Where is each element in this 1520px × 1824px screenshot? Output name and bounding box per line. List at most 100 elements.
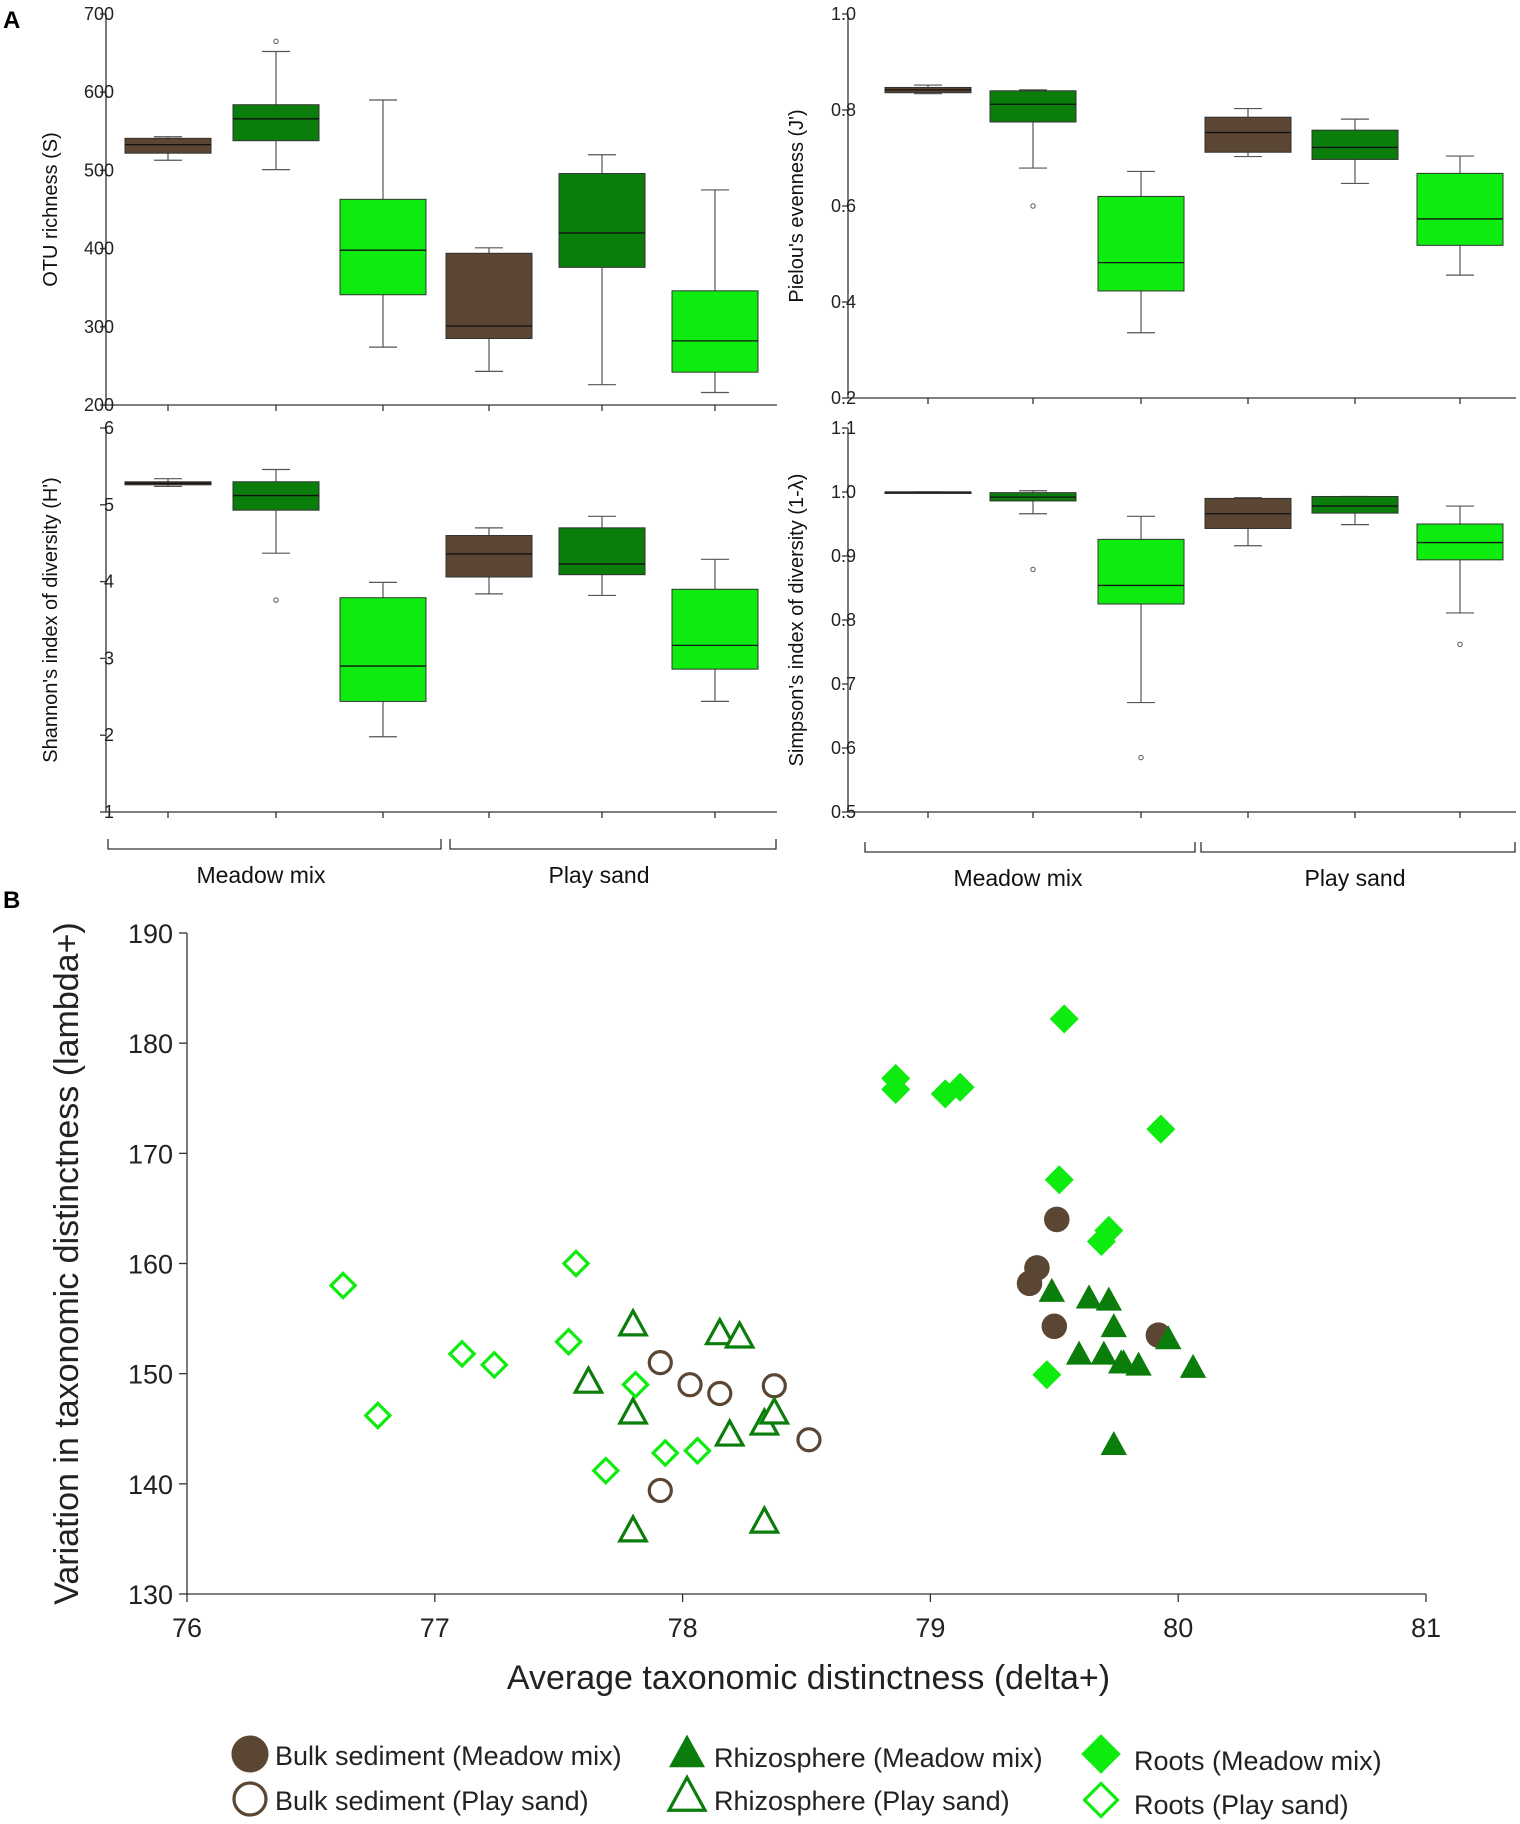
scatter-legend: Bulk sediment (Meadow mix) Bulk sediment … <box>231 1734 1382 1820</box>
box-iqr <box>671 588 759 670</box>
data-point <box>1094 1215 1124 1245</box>
y-tick-label: 0.2 <box>831 388 856 408</box>
data-point <box>1049 1004 1079 1034</box>
y-tick-label: 160 <box>128 1250 173 1280</box>
y-tick-label: 0.7 <box>831 674 856 694</box>
box-iqr <box>1416 172 1504 246</box>
data-point <box>1095 1286 1123 1311</box>
data-point <box>1038 1277 1066 1302</box>
panel-label-b: B <box>3 887 20 914</box>
data-point <box>713 1417 746 1447</box>
data-point <box>647 1350 673 1376</box>
box-iqr <box>558 173 646 268</box>
data-point <box>1090 1340 1118 1365</box>
y-tick-label: 170 <box>128 1139 173 1169</box>
y-tick-label: 700 <box>84 4 114 24</box>
box-rhizosphere-meadow-mix <box>232 468 320 603</box>
box-iqr <box>558 527 646 576</box>
shannon-diversity-boxplot: 1 2 3 4 5 6 Shannon's index of diversity (H') <box>40 418 777 822</box>
group-label-play-sand-left: Play sand <box>548 862 649 888</box>
data-point <box>617 1395 649 1425</box>
y-tick-label: 6 <box>104 418 114 438</box>
data-point <box>479 1350 509 1380</box>
data-point <box>703 1316 736 1346</box>
data-point <box>1125 1351 1152 1376</box>
box-bulk-sediment-play-sand <box>1204 497 1292 547</box>
box-bulk-sediment-meadow-mix <box>884 84 972 95</box>
y-tick-label: 0.8 <box>831 610 856 630</box>
y-tick-label: 150 <box>128 1360 173 1390</box>
x-tick-label: 79 <box>915 1613 945 1643</box>
data-point <box>554 1327 583 1357</box>
box-roots-meadow-mix <box>339 99 427 348</box>
y-axis-label: OTU richness (S) <box>40 132 62 286</box>
outlier-point <box>273 597 279 603</box>
y-tick-label: 1 <box>104 802 114 822</box>
box-iqr <box>989 90 1077 123</box>
legend-marker <box>666 1774 708 1812</box>
box-roots-play-sand <box>671 558 759 703</box>
data-point <box>647 1477 673 1504</box>
box-roots-meadow-mix <box>1097 515 1185 761</box>
bracket-play-sand-right <box>1200 842 1516 853</box>
x-tick-label: 76 <box>172 1613 202 1643</box>
box-roots-play-sand <box>1416 155 1504 276</box>
group-brackets-right: Meadow mix Play sand <box>864 842 1516 891</box>
data-point <box>617 1513 649 1543</box>
data-point <box>677 1372 703 1398</box>
box-iqr <box>124 137 212 154</box>
legend-item-bulk-sediment-meadow-mix: Bulk sediment (Meadow mix) <box>231 1735 622 1773</box>
box-iqr <box>1311 495 1399 514</box>
series-roots-meadow-mix <box>881 1004 1176 1390</box>
simpson-diversity-boxplot: 0.5 0.6 0.7 0.8 0.9 1.0 1.1 Simpson's index of … <box>786 418 1516 822</box>
legend-marker <box>231 1735 269 1773</box>
series-bulk-sediment-play-sand <box>647 1350 822 1504</box>
legend-marker <box>232 1781 268 1817</box>
legend-marker <box>669 1734 705 1768</box>
x-tick-label: 81 <box>1411 1613 1441 1643</box>
box-iqr <box>1097 195 1185 292</box>
group-label-play-sand-right: Play sand <box>1304 865 1405 891</box>
box-bulk-sediment-meadow-mix <box>884 491 972 494</box>
box-rhizosphere-play-sand <box>558 154 646 386</box>
box-roots-play-sand <box>1416 505 1504 648</box>
series-bulk-sediment-meadow-mix <box>1016 1206 1172 1348</box>
y-tick-label: 300 <box>84 317 114 337</box>
group-label-meadow-mix-right: Meadow mix <box>953 865 1083 891</box>
data-point <box>758 1395 791 1425</box>
y-tick-label: 0.6 <box>831 196 856 216</box>
box-iqr <box>339 597 427 702</box>
legend-item-rhizosphere-play-sand: Rhizosphere (Play sand) <box>666 1774 1010 1816</box>
group-brackets-left: Meadow mix Play sand <box>107 839 777 888</box>
y-tick-label: 130 <box>128 1580 173 1610</box>
series-rhizosphere-meadow-mix <box>1038 1277 1207 1455</box>
data-point <box>881 1074 911 1104</box>
legend-item-roots-meadow-mix: Roots (Meadow mix) <box>1081 1734 1382 1776</box>
box-roots-play-sand <box>671 189 759 394</box>
legend-item-roots-play-sand: Roots (Play sand) <box>1082 1781 1349 1820</box>
outlier-point <box>1030 566 1036 573</box>
data-point <box>723 1319 756 1349</box>
box-iqr <box>232 104 320 142</box>
bracket-meadow-mix-left <box>107 839 442 850</box>
y-tick-label: 600 <box>84 82 114 102</box>
box-bulk-sediment-play-sand <box>1204 107 1292 158</box>
data-point <box>707 1380 733 1407</box>
data-point <box>447 1339 477 1369</box>
y-tick-label: 190 <box>128 919 173 949</box>
y-axis-label: Variation in taxonomic distinctness (lam… <box>48 922 86 1605</box>
taxonomic-distinctness-scatter: 130 140 150 160 170 180 190 76 77 78 79 80 81 Average… <box>48 919 1441 1697</box>
data-point <box>1155 1325 1182 1350</box>
data-point <box>945 1072 975 1102</box>
panel-label-a: A <box>3 7 20 34</box>
box-iqr <box>1097 538 1185 605</box>
y-tick-label: 400 <box>84 239 114 259</box>
data-point <box>617 1307 649 1337</box>
box-bulk-sediment-meadow-mix <box>124 136 212 161</box>
box-iqr <box>1204 116 1292 153</box>
legend-label: Rhizosphere (Meadow mix) <box>714 1743 1043 1773</box>
data-point <box>621 1370 650 1400</box>
data-point <box>1032 1360 1062 1390</box>
box-roots-meadow-mix <box>1097 170 1185 334</box>
